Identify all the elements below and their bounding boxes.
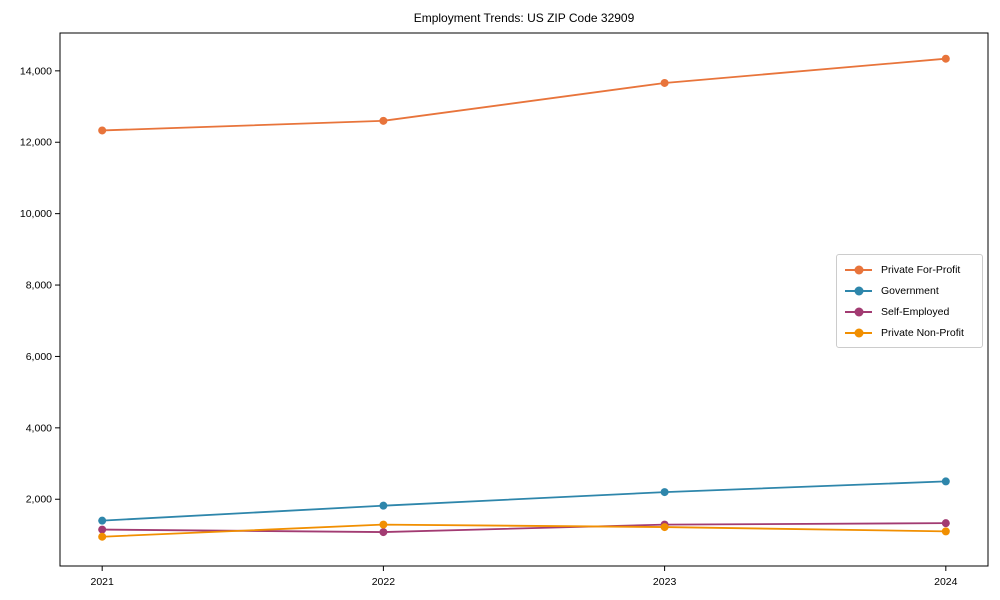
- chart-title: Employment Trends: US ZIP Code 32909: [413, 11, 635, 25]
- legend-dot-icon: [854, 265, 863, 274]
- data-point-marker: [660, 523, 669, 532]
- data-point-marker: [98, 525, 107, 534]
- legend-item: Private For-Profit: [845, 259, 974, 280]
- legend-line-marker-icon: [845, 328, 872, 337]
- data-point-marker: [941, 54, 950, 63]
- plot-border: [59, 32, 989, 567]
- data-point-marker: [98, 516, 107, 525]
- data-point-marker: [379, 501, 388, 510]
- series-line-government: [102, 480, 946, 522]
- data-point-marker: [941, 477, 950, 486]
- data-point-marker: [660, 78, 669, 87]
- data-point-marker: [98, 126, 107, 135]
- data-point-marker: [379, 520, 388, 529]
- legend-item: Private Non-Profit: [845, 322, 974, 343]
- data-point-marker: [98, 532, 107, 541]
- data-point-marker: [660, 488, 669, 497]
- legend-dot-icon: [854, 328, 863, 337]
- data-point-marker: [379, 116, 388, 125]
- data-point-marker: [941, 519, 950, 528]
- legend-item-label: Self-Employed: [881, 305, 950, 318]
- legend-item-label: Private For-Profit: [881, 263, 961, 276]
- y-tick-label: 8,000: [26, 280, 52, 292]
- y-tick-label: 4,000: [26, 422, 52, 434]
- y-tick-label: 12,000: [20, 137, 52, 149]
- legend-line-marker-icon: [845, 286, 872, 295]
- series-line-private-for-profit: [102, 57, 946, 132]
- x-tick-label: 2024: [934, 576, 958, 588]
- legend-item: Self-Employed: [845, 301, 974, 322]
- legend-item-label: Government: [881, 284, 939, 297]
- x-tick-label: 2022: [372, 576, 396, 588]
- legend-item: Government: [845, 280, 974, 301]
- legend-dot-icon: [854, 307, 863, 316]
- x-tick-label: 2021: [91, 576, 115, 588]
- y-tick-label: 2,000: [26, 494, 52, 506]
- data-point-marker: [941, 527, 950, 536]
- series-line-private-non-profit: [102, 523, 946, 538]
- legend-line-marker-icon: [845, 265, 872, 274]
- legend-item-label: Private Non-Profit: [881, 326, 964, 339]
- legend-line-marker-icon: [845, 307, 872, 316]
- legend: Private For-Profit Government Self-Employe…: [836, 254, 983, 348]
- y-tick-label: 6,000: [26, 351, 52, 363]
- legend-dot-icon: [854, 286, 863, 295]
- y-tick-label: 14,000: [20, 65, 52, 77]
- data-point-marker: [379, 528, 388, 537]
- y-tick-label: 10,000: [20, 208, 52, 220]
- x-tick-label: 2023: [653, 576, 677, 588]
